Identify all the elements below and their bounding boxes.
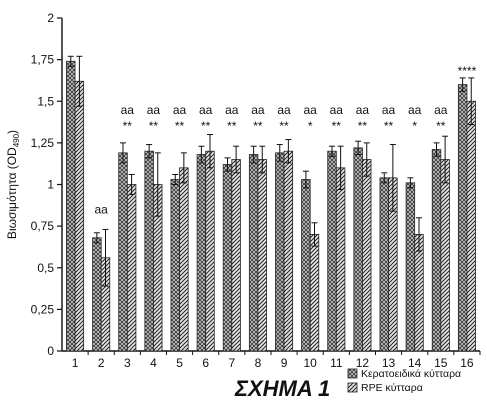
bar-kerato xyxy=(222,164,233,352)
x-tick-label: 11 xyxy=(330,356,343,370)
significance-label: ** xyxy=(384,119,394,133)
x-tick-label: 1 xyxy=(72,356,79,370)
significance-label: aa xyxy=(277,103,291,117)
x-tick-label: 5 xyxy=(176,356,183,370)
x-tick-label: 15 xyxy=(434,356,448,370)
legend-label: Κερατοειδικά κύτταρα xyxy=(361,368,461,380)
bar-kerato xyxy=(118,152,128,352)
bar-kerato xyxy=(248,154,259,352)
y-tick-label: 1,75 xyxy=(31,53,55,67)
significance-label: aa xyxy=(121,103,135,117)
bar-kerato xyxy=(66,60,76,352)
significance-label: ** xyxy=(332,119,342,133)
significance-label: aa xyxy=(382,103,396,117)
x-tick-label: 12 xyxy=(356,356,370,370)
bar-kerato xyxy=(431,149,442,352)
y-tick-label: 0,75 xyxy=(31,219,55,233)
y-tick-label: 0,25 xyxy=(31,302,55,316)
x-tick-label: 13 xyxy=(382,356,396,370)
bar-rpe xyxy=(362,159,372,352)
bar-rpe xyxy=(335,167,346,352)
x-tick-label: 10 xyxy=(304,356,318,370)
y-tick-label: 0,5 xyxy=(37,261,54,275)
bar-rpe xyxy=(309,234,320,352)
significance-label: ** xyxy=(175,119,185,133)
legend-label: RPE κύτταρα xyxy=(361,382,423,394)
significance-label: aa xyxy=(95,202,109,216)
bar-rpe xyxy=(257,159,267,352)
significance-label: aa xyxy=(251,103,265,117)
significance-label: ** xyxy=(436,119,446,133)
bar-kerato xyxy=(301,179,311,352)
significance-label: aa xyxy=(147,103,161,117)
significance-label: aa xyxy=(173,103,187,117)
significance-label: ** xyxy=(123,119,133,133)
x-tick-label: 9 xyxy=(281,356,288,370)
y-axis-label: Βιωσιμότητα (OD490) xyxy=(5,130,21,239)
bar-rpe xyxy=(179,167,189,352)
x-tick-label: 8 xyxy=(255,356,262,370)
bar-kerato xyxy=(275,152,285,352)
x-tick-label: 14 xyxy=(408,356,422,370)
bar-rpe xyxy=(231,159,241,352)
bar-rpe xyxy=(283,150,294,352)
legend-swatch xyxy=(347,368,358,379)
significance-label: aa xyxy=(330,103,344,117)
x-tick-label: 3 xyxy=(124,356,131,370)
bar-rpe xyxy=(440,159,450,352)
x-tick-label: 2 xyxy=(98,356,105,370)
significance-label: aa xyxy=(434,103,448,117)
y-tick-label: 0 xyxy=(47,344,54,358)
significance-label: **** xyxy=(458,64,477,78)
bar-kerato xyxy=(144,150,154,352)
plot-area: 0 0,25 0,5 0,75 1 1,25 1,5 1,75 2 Βιωσιμότητα (OD… xyxy=(5,11,481,370)
y-tick-label: 2 xyxy=(47,11,54,25)
significance-label: * xyxy=(412,119,417,133)
legend: Κερατοειδικά κύτταρα RPE κύτταρα xyxy=(347,368,461,394)
bar-rpe xyxy=(205,150,215,352)
significance-label: ** xyxy=(279,119,289,133)
significance-label: ** xyxy=(253,119,263,133)
bar-kerato xyxy=(353,147,363,352)
legend-swatch xyxy=(347,382,358,393)
bar-kerato xyxy=(196,154,207,352)
figure-title: ΣΧΗΜΑ 1 xyxy=(234,376,330,401)
significance-label: aa xyxy=(408,103,422,117)
significance-label: ** xyxy=(201,119,211,133)
x-tick-label: 6 xyxy=(202,356,209,370)
bar-kerato xyxy=(170,179,180,352)
significance-label: ** xyxy=(358,119,368,133)
bar-kerato xyxy=(457,84,468,352)
significance-label: aa xyxy=(225,103,239,117)
bar-kerato xyxy=(405,182,416,352)
significance-label: ** xyxy=(227,119,237,133)
x-tick-label: 4 xyxy=(150,356,157,370)
significance-label: * xyxy=(308,119,313,133)
bar-rpe xyxy=(414,234,424,352)
x-tick-label: 16 xyxy=(460,356,474,370)
significance-label: aa xyxy=(199,103,213,117)
x-tick-label: 7 xyxy=(228,356,235,370)
bar-rpe xyxy=(126,184,137,352)
significance-label: ** xyxy=(149,119,159,133)
bar-kerato xyxy=(379,177,389,352)
bar-rpe xyxy=(466,100,476,352)
y-tick-label: 1,5 xyxy=(37,94,54,108)
y-tick-label: 1,25 xyxy=(31,136,55,150)
bar-kerato xyxy=(92,237,102,352)
y-tick-label: 1 xyxy=(47,178,54,192)
bar-kerato xyxy=(327,150,337,352)
bar-rpe xyxy=(74,80,85,352)
significance-label: aa xyxy=(304,103,318,117)
significance-label: aa xyxy=(356,103,370,117)
